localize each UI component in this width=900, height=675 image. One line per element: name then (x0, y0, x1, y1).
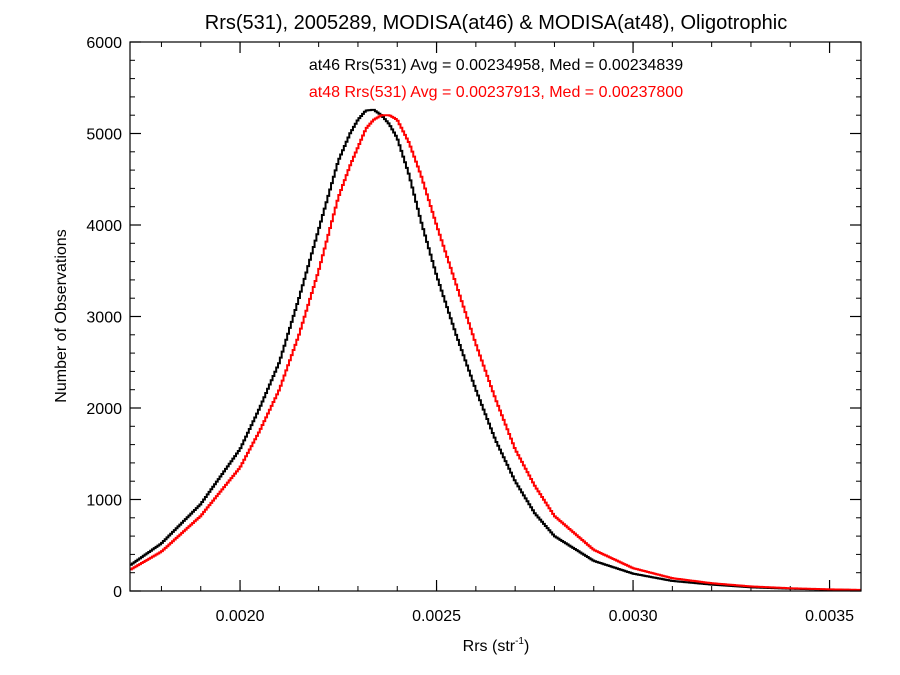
y-axis-label: Number of Observations (53, 229, 70, 402)
x-tick-label: 0.0020 (216, 608, 265, 625)
x-tick-label: 0.0035 (805, 608, 854, 625)
x-tick-label: 0.0030 (609, 608, 658, 625)
y-axis-tick-labels: 0 1000 2000 3000 4000 5000 6000 (86, 35, 122, 601)
x-axis-label-sup: -1 (515, 636, 524, 647)
y-tick-label: 5000 (86, 127, 122, 144)
x-axis-label: Rrs (str-1) (463, 636, 530, 655)
x-axis-label-main: Rrs (str (463, 638, 516, 655)
y-tick-label: 6000 (86, 35, 122, 52)
chart-title: Rrs(531), 2005289, MODISA(at46) & MODISA… (205, 12, 787, 34)
x-axis-ticks (160, 42, 831, 591)
plot-frame (129, 41, 862, 592)
series-at48-step-line (130, 114, 861, 591)
y-tick-label: 4000 (86, 218, 122, 235)
series-at46-step-line (130, 108, 861, 592)
x-axis-label-end: ) (524, 638, 529, 655)
x-tick-label: 0.0025 (412, 608, 461, 625)
y-tick-label: 0 (113, 584, 122, 601)
x-axis-tick-labels: 0.0020 0.0025 0.0030 0.0035 (216, 608, 855, 625)
legend-entry-at46: at46 Rrs(531) Avg = 0.00234958, Med = 0.… (309, 57, 683, 74)
legend-entry-at48: at48 Rrs(531) Avg = 0.00237913, Med = 0.… (309, 84, 683, 101)
y-tick-label: 2000 (86, 401, 122, 418)
y-tick-label: 3000 (86, 310, 122, 327)
y-tick-label: 1000 (86, 493, 122, 510)
